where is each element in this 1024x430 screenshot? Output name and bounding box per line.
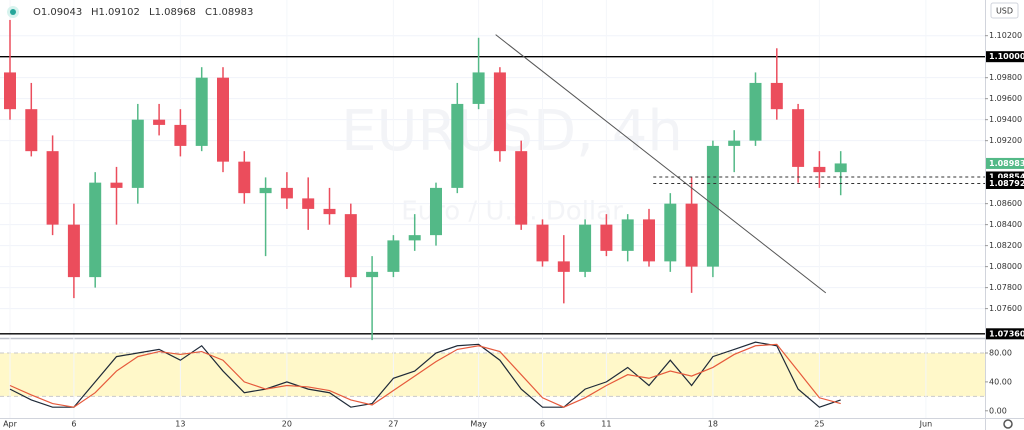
ohlc-low: L1.08968: [149, 7, 196, 18]
trendline: [495, 34, 827, 294]
price-label: 1.07360: [989, 329, 1024, 338]
stoch-line: [9, 341, 841, 408]
y-tick-label: 1.09200: [989, 136, 1022, 145]
x-tick-label: May: [470, 420, 487, 429]
y-tick-label: 1.10200: [989, 31, 1022, 40]
candle-body: [493, 72, 506, 152]
y-tick-label: 1.08000: [989, 262, 1022, 271]
x-tick-label: 27: [388, 420, 398, 429]
candle-body: [792, 109, 805, 167]
candle-body: [600, 224, 613, 251]
x-tick-label: 11: [601, 420, 611, 429]
candle-body: [153, 119, 166, 125]
candle-body: [451, 103, 464, 188]
candle-body: [579, 224, 592, 272]
candle-body: [621, 219, 634, 251]
candle-body: [174, 124, 187, 146]
price-label-box: [986, 171, 1024, 183]
candle-body: [472, 72, 485, 104]
y-tick-label: 1.08200: [989, 241, 1022, 250]
settings-icon[interactable]: [1003, 419, 1013, 429]
price-label: 1.08983: [989, 159, 1024, 168]
y-tick-label: 1.09800: [989, 73, 1022, 82]
candle-body: [195, 77, 208, 146]
price-label: 1.10000: [989, 52, 1024, 61]
candle-body: [344, 214, 357, 278]
candle-body: [770, 82, 783, 110]
candle-body: [280, 187, 293, 199]
y-tick-label: 1.08600: [989, 199, 1022, 208]
status-dot: [10, 9, 16, 15]
y-tick-label: 1.07600: [989, 304, 1022, 313]
candle-body: [366, 271, 379, 278]
y-tick-label: 1.08400: [989, 220, 1022, 229]
candle-body: [749, 82, 762, 141]
currency-box[interactable]: [990, 2, 1019, 19]
candle-body: [685, 203, 698, 267]
candle-body: [25, 109, 38, 152]
x-tick-label: 18: [708, 420, 718, 429]
stoch-tick-label: 80.00: [989, 349, 1012, 358]
candle-body: [430, 187, 442, 236]
candle-body: [67, 224, 80, 278]
candle-body: [408, 235, 421, 241]
x-tick-label: 20: [282, 420, 292, 429]
x-tick-label: 6: [71, 420, 76, 429]
candle-body: [706, 145, 719, 267]
candle-body: [217, 77, 229, 162]
candle-body: [834, 163, 847, 173]
candle-body: [323, 208, 336, 215]
price-label-box: [986, 177, 1024, 189]
x-tick-label: Apr: [3, 420, 18, 429]
price-label-box: [986, 157, 1024, 169]
candle-body: [515, 151, 528, 225]
candle-body: [728, 140, 741, 146]
y-tick-label: 1.07800: [989, 283, 1022, 292]
candle-body: [664, 203, 677, 262]
candle-body: [259, 187, 272, 194]
candle-body: [238, 161, 251, 194]
candle-body: [89, 182, 102, 278]
currency[interactable]: USD: [996, 7, 1013, 16]
candle-body: [302, 198, 315, 209]
price-label: 1.08792: [989, 179, 1024, 188]
price-label: 1.08854: [989, 172, 1024, 181]
x-tick-label: 13: [175, 420, 185, 429]
ohlc-open: O1.09043: [33, 7, 82, 18]
y-tick-label: 1.09400: [989, 115, 1022, 124]
stoch-band: [0, 353, 985, 397]
candle-body: [643, 219, 655, 262]
watermark: EURUSD, 4h: [341, 99, 683, 164]
candle-body: [46, 151, 59, 225]
ohlc-close: C1.08983: [205, 7, 253, 18]
x-tick-label: Jun: [919, 420, 933, 429]
candle-body: [536, 224, 549, 262]
y-tick-label: 1.09600: [989, 94, 1022, 103]
price-label-box: [986, 328, 1024, 340]
stoch-tick-label: 40.00: [989, 377, 1012, 386]
candle-body: [557, 261, 570, 272]
stoch-tick-label: 0.00: [989, 406, 1007, 415]
candle-body: [110, 182, 123, 188]
price-label-box: [986, 51, 1024, 63]
stoch-line: [9, 343, 841, 408]
candle-body: [4, 72, 16, 110]
ohlc-high: H1.09102: [91, 7, 140, 18]
candle-body: [131, 119, 144, 188]
x-tick-label: 25: [814, 420, 824, 429]
x-tick-label: 6: [540, 420, 545, 429]
candle-body: [813, 166, 826, 173]
candle-body: [387, 240, 400, 272]
settings-gear[interactable]: [1003, 419, 1013, 429]
